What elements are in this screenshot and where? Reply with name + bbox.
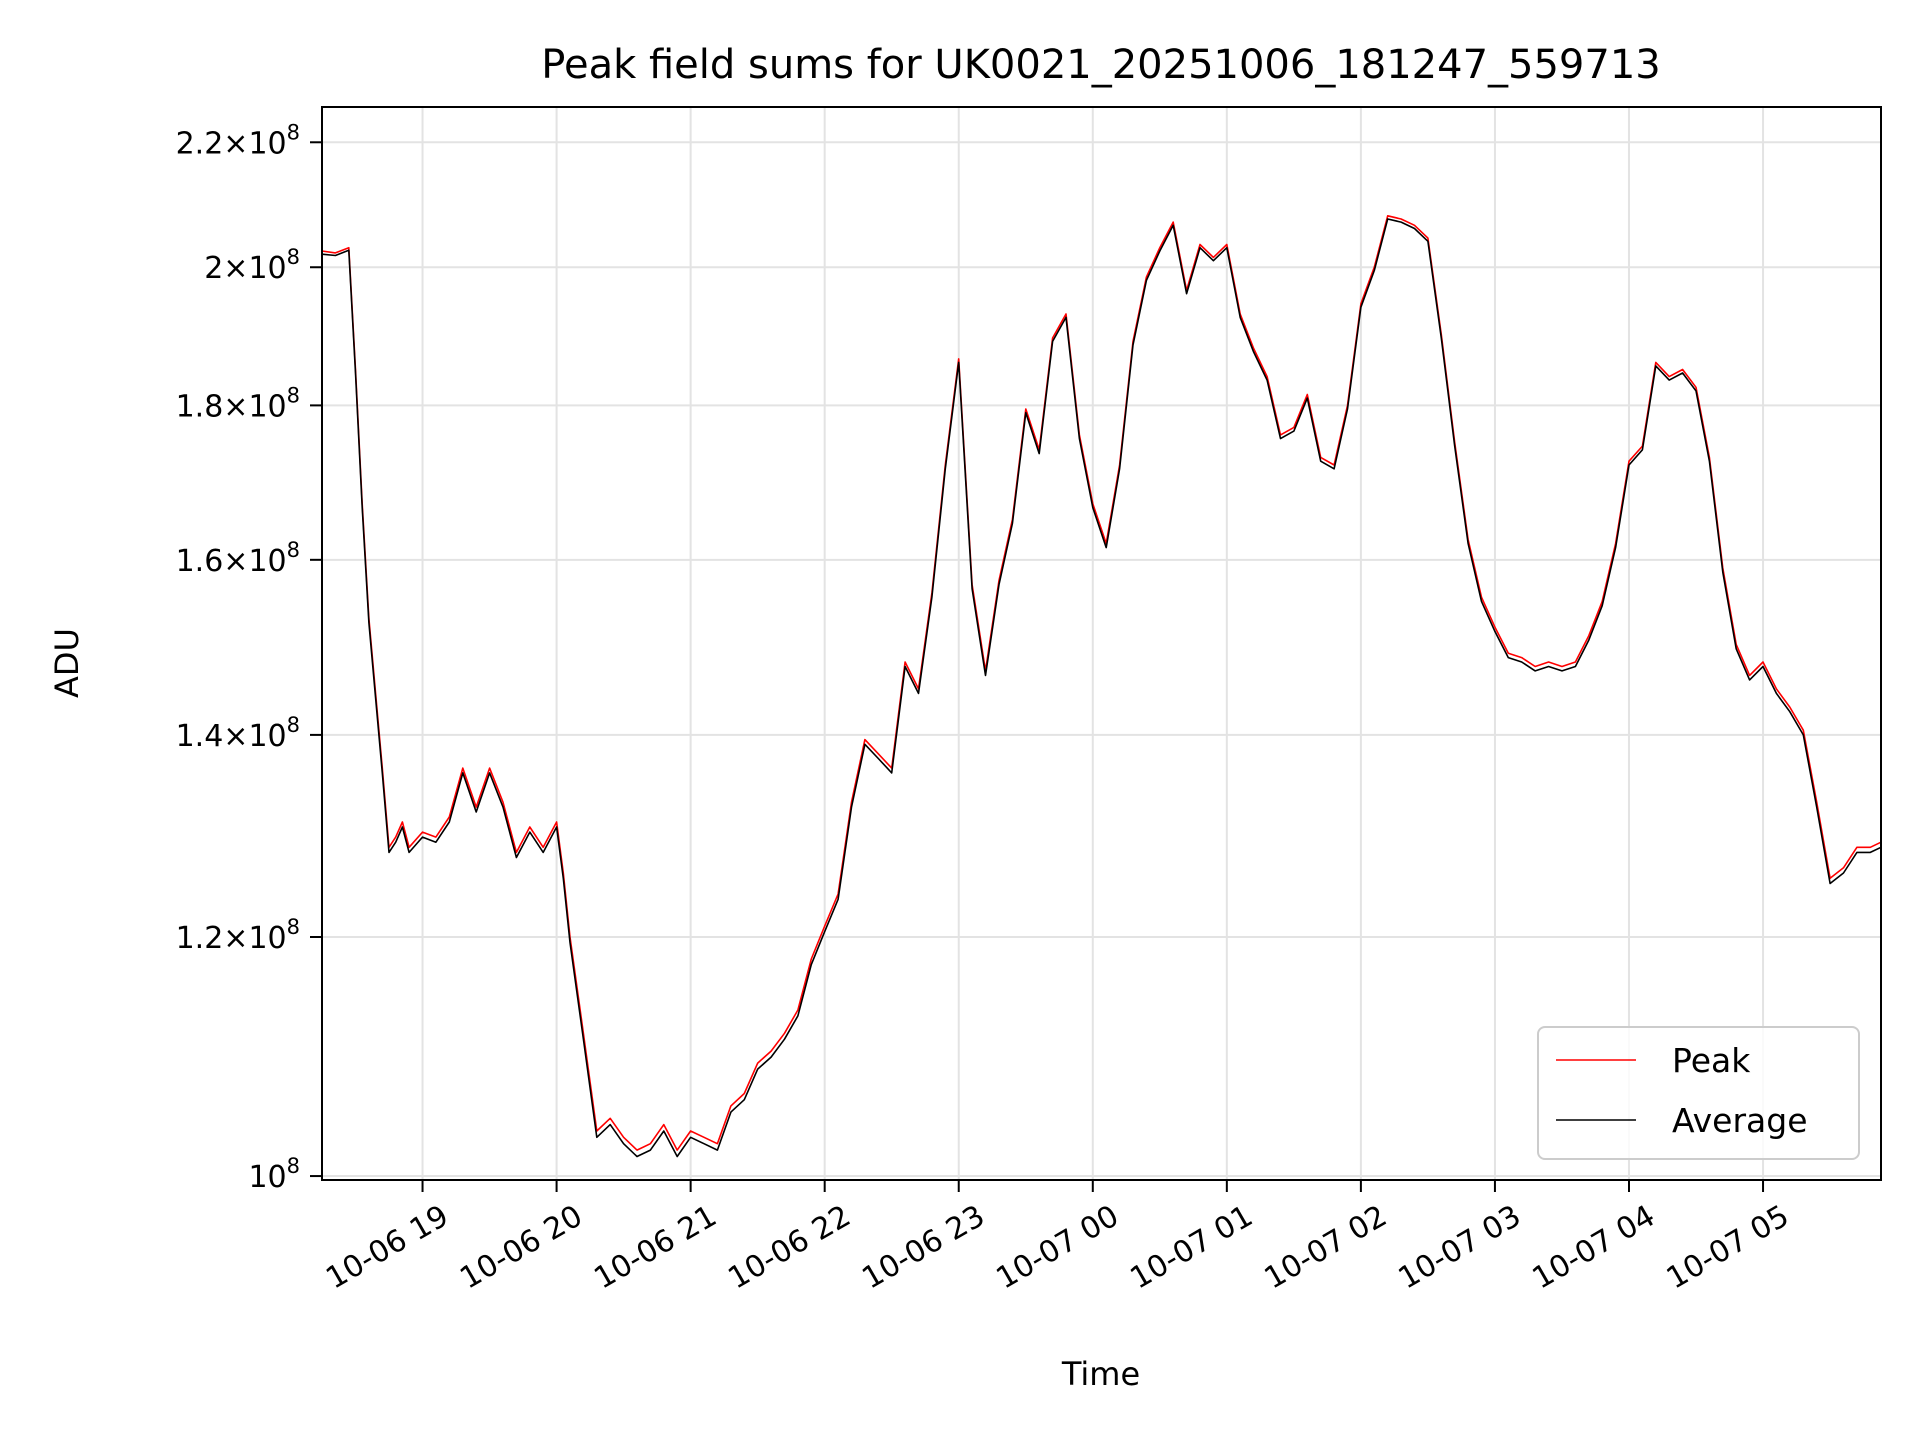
y-tick-label: 2.2×108 (176, 120, 300, 161)
x-axis-label: Time (1061, 1355, 1140, 1393)
legend-label-average: Average (1672, 1101, 1808, 1140)
y-tick-label: 1.2×108 (176, 915, 300, 956)
y-tick-label: 1.4×108 (176, 713, 300, 754)
y-tick-label: 1.6×108 (176, 538, 300, 579)
y-tick-label: 108 (248, 1154, 300, 1195)
y-tick-label: 2×108 (204, 245, 300, 286)
series-lines (321, 215, 1882, 1158)
gridlines (322, 107, 1881, 1180)
plot-frame (321, 106, 1882, 1181)
y-tick-label: 1.8×108 (176, 383, 300, 424)
series-line-average (321, 218, 1882, 1158)
legend: Peak Average (1537, 1026, 1860, 1160)
chart-title: Peak field sums for UK0021_20251006_1812… (541, 42, 1660, 88)
series-line-peak (321, 215, 1882, 1151)
y-axis-label: ADU (48, 628, 86, 698)
y-axis-ticks: 108 1.2×108 1.4×108 1.6×108 1.8×108 2×108 2.2×… (176, 120, 322, 1195)
legend-label-peak: Peak (1672, 1041, 1751, 1080)
